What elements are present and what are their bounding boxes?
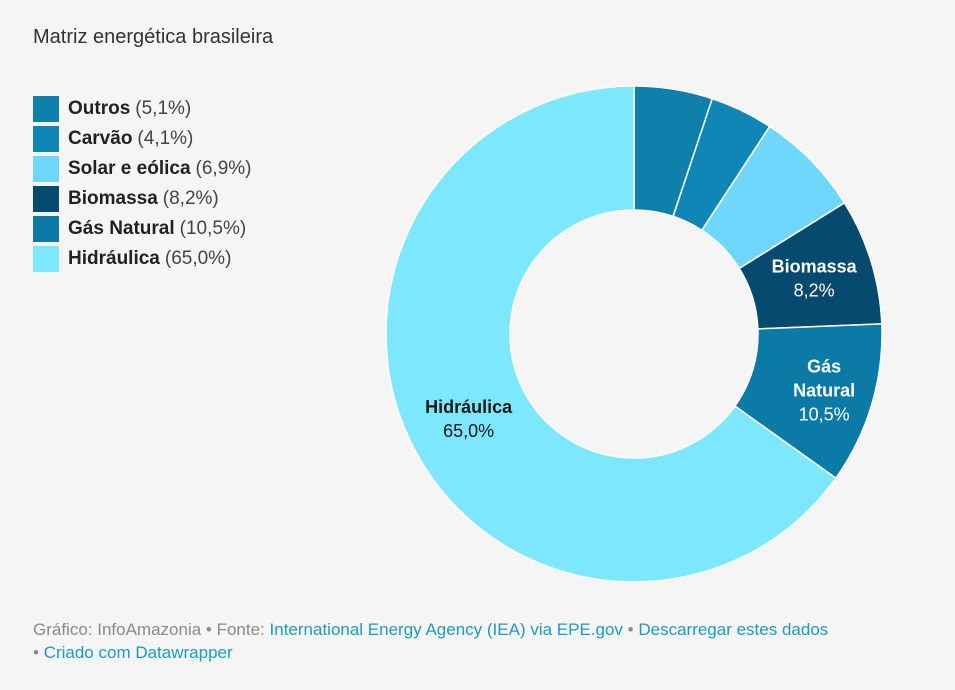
legend-percent: (65,0%) — [164, 247, 232, 269]
datawrapper-link[interactable]: Criado com Datawrapper — [43, 643, 233, 662]
legend-swatch — [33, 185, 59, 212]
legend-percent: (4,1%) — [137, 127, 194, 149]
legend: Outros (5,1%) Carvão (4,1%) Solar e eólica (6… — [33, 95, 251, 275]
legend-swatch — [33, 215, 59, 242]
legend-item: Carvão (4,1%) — [33, 125, 251, 152]
legend-item: Solar e eólica (6,9%) — [33, 155, 251, 182]
slice-label: Gás Natural 10,5% — [793, 357, 855, 425]
footer-credit: Gráfico: InfoAmazonia • Fonte: — [33, 620, 270, 639]
source-link[interactable]: International Energy Agency (IEA) via EP… — [269, 620, 623, 639]
legend-label: Carvão — [68, 127, 133, 149]
legend-label: Solar e eólica — [68, 157, 191, 179]
donut-slices — [385, 85, 883, 583]
donut-labels: Biomassa 8,2% Gás Natural 10,5% Hidráulica 65,… — [425, 256, 858, 441]
legend-item: Hidráulica (65,0%) — [33, 245, 251, 272]
legend-percent: (10,5%) — [179, 217, 247, 239]
donut-slice — [385, 85, 837, 583]
legend-label: Gás Natural — [68, 217, 175, 239]
download-data-link[interactable]: Descarregar estes dados — [638, 620, 829, 639]
legend-percent: (8,2%) — [162, 187, 219, 209]
legend-swatch — [33, 95, 59, 122]
legend-item: Gás Natural (10,5%) — [33, 215, 251, 242]
legend-item: Outros (5,1%) — [33, 95, 251, 122]
legend-item: Biomassa (8,2%) — [33, 185, 251, 212]
chart-footer: Gráfico: InfoAmazonia • Fonte: Internati… — [33, 618, 933, 664]
legend-swatch — [33, 125, 59, 152]
legend-percent: (5,1%) — [135, 97, 192, 119]
slice-label: Hidráulica 65,0% — [425, 397, 513, 441]
legend-percent: (6,9%) — [195, 157, 252, 179]
legend-label: Outros — [68, 97, 131, 119]
footer-separator: • — [33, 643, 44, 662]
legend-label: Biomassa — [68, 187, 158, 209]
chart-title: Matriz energética brasileira — [33, 26, 274, 48]
legend-label: Hidráulica — [68, 247, 160, 269]
legend-swatch — [33, 155, 59, 182]
slice-label: Biomassa 8,2% — [772, 256, 858, 300]
footer-separator: • — [622, 620, 639, 639]
legend-swatch — [33, 245, 59, 272]
